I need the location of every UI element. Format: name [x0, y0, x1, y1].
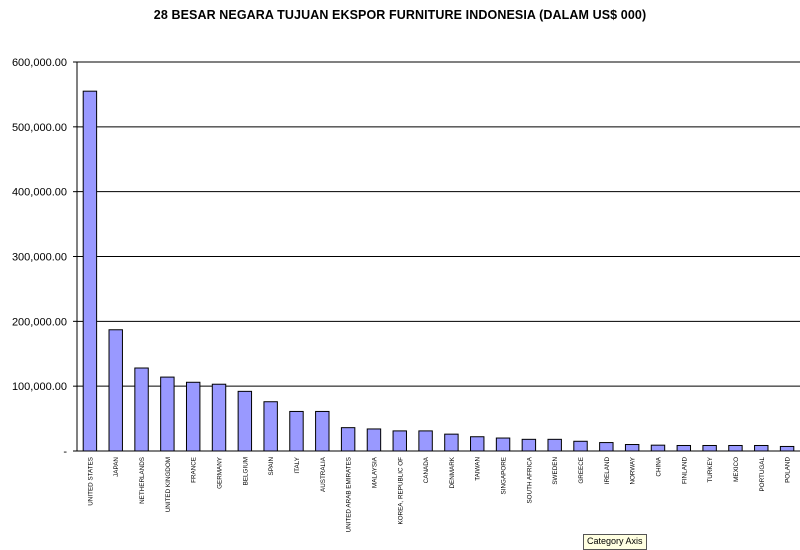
x-tick-label: DENMARK: [449, 456, 456, 488]
bar: [366, 428, 382, 452]
x-tick-label: UNITED KINGDOM: [165, 457, 172, 512]
chart-title: 28 BESAR NEGARA TUJUAN EKSPOR FURNITURE …: [153, 8, 647, 22]
y-tick-label: 300,000.00: [12, 252, 67, 264]
bar: [160, 376, 175, 452]
bar: [779, 445, 795, 452]
x-tick-label: NETHERLANDS: [139, 457, 146, 504]
bar: [108, 329, 123, 452]
x-tick-label: FINLAND: [681, 457, 688, 484]
y-tick-label: -: [63, 446, 67, 458]
x-axis-category-labels: UNITED STATES JAPAN NETHERLANDS UNITED KING…: [87, 456, 791, 532]
x-tick-label: SPAIN: [268, 457, 275, 476]
x-tick-label: KOREA, REPUBLIC OF: [397, 457, 404, 525]
bar: [702, 444, 717, 452]
bar: [392, 430, 407, 452]
y-axis-tick-labels: - 100,000.00 200,000.00 300,000.00 400,000.0…: [12, 57, 67, 458]
x-tick-label: NORWAY: [630, 456, 637, 484]
bar: [444, 433, 459, 452]
gridlines: [73, 61, 800, 452]
bars: [82, 90, 795, 452]
y-tick-label: 500,000.00: [12, 122, 67, 134]
x-tick-label: BELGIUM: [242, 457, 249, 485]
x-tick-label: SWEDEN: [552, 457, 559, 485]
x-tick-label: CHINA: [655, 456, 662, 476]
bar: [676, 444, 692, 452]
x-tick-label: POLAND: [785, 457, 792, 483]
bar: [521, 438, 537, 452]
y-tick-label: 400,000.00: [12, 187, 67, 199]
bar: [624, 444, 640, 452]
bar: [263, 401, 278, 452]
axes: [76, 62, 800, 452]
x-tick-label: TAIWAN: [475, 457, 482, 481]
x-tick-label: TURKEY: [707, 456, 714, 482]
x-tick-label: MEXICO: [733, 457, 740, 482]
x-tick-label: UNITED STATES: [87, 457, 94, 506]
bar: [547, 438, 562, 452]
x-tick-label: IRELAND: [604, 457, 611, 485]
bar: [495, 437, 511, 452]
x-tick-label: PORTUGAL: [759, 457, 766, 492]
x-tick-label: UNITED ARAB EMIRATES: [346, 457, 353, 532]
bar: [289, 410, 304, 452]
bar: [315, 410, 330, 452]
x-tick-label: SOUTH AFRICA: [526, 456, 533, 503]
bar: [418, 430, 433, 452]
bar: [470, 436, 485, 452]
category-axis-tooltip: Category Axis: [583, 534, 647, 550]
bar: [573, 440, 588, 452]
x-tick-label: CANADA: [423, 456, 430, 483]
x-tick-label: AUSTRALIA: [320, 456, 327, 492]
y-tick-label: 100,000.00: [12, 381, 67, 393]
x-tick-label: FRANCE: [191, 457, 198, 483]
y-tick-label: 600,000.00: [12, 57, 67, 69]
bar: [340, 427, 356, 452]
x-tick-label: MALAYSIA: [371, 456, 378, 488]
bar: [211, 383, 227, 452]
bar: [237, 390, 253, 452]
x-tick-label: ITALY: [294, 456, 301, 473]
bar: [82, 90, 98, 452]
bar: [185, 381, 201, 452]
bar: [754, 444, 769, 452]
bar: [650, 444, 666, 452]
y-tick-label: 200,000.00: [12, 316, 67, 328]
x-tick-label: GERMANY: [217, 456, 224, 489]
bar: [599, 442, 614, 452]
x-tick-label: JAPAN: [113, 457, 120, 477]
bar: [134, 367, 149, 452]
x-tick-label: GREECE: [578, 457, 585, 484]
x-tick-label: SINGAPORE: [501, 457, 508, 494]
bar: [728, 444, 743, 452]
